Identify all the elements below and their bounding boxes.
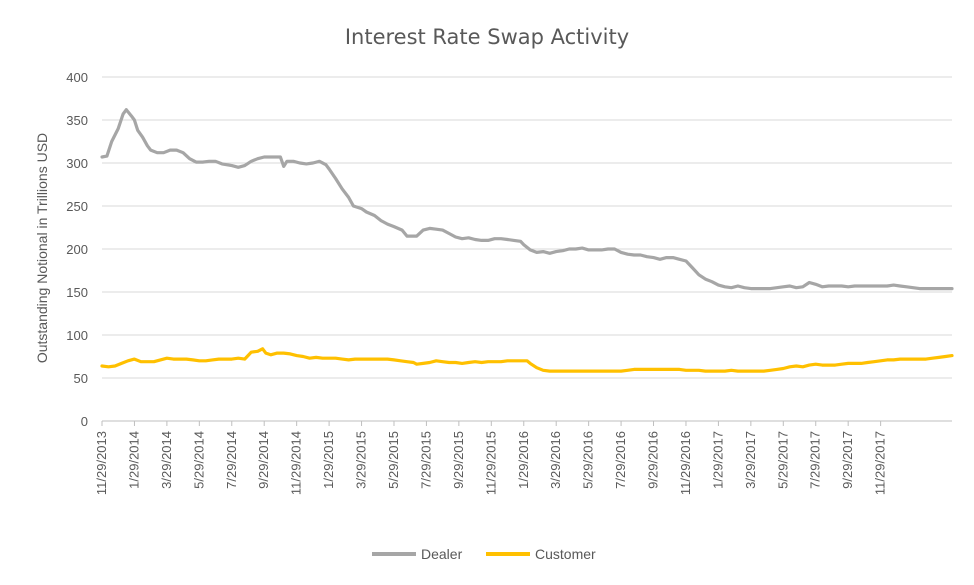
x-tick-label: 11/29/2014 <box>289 431 304 495</box>
x-tick-label: 7/29/2015 <box>418 431 433 489</box>
legend-label-customer: Customer <box>535 546 596 562</box>
x-tick-label: 5/29/2017 <box>775 431 790 489</box>
x-tick-label: 11/29/2017 <box>873 431 888 495</box>
x-tick-label: 3/29/2017 <box>743 431 758 489</box>
x-tick-label: 11/29/2013 <box>94 431 109 495</box>
series-line-customer <box>100 347 954 373</box>
legend: Dealer Customer <box>372 546 596 562</box>
x-tick-label: 1/29/2017 <box>710 431 725 489</box>
x-tick-label: 3/29/2014 <box>159 431 174 489</box>
series-line-dealer <box>100 108 954 291</box>
x-tick-label: 7/29/2016 <box>613 431 628 489</box>
x-tick-label: 5/29/2016 <box>581 431 596 489</box>
series-lines <box>100 108 954 373</box>
y-axis-label: Outstanding Notional in Trillions USD <box>34 133 50 363</box>
x-tick-label: 9/29/2017 <box>840 431 855 489</box>
x-tick-label: 1/29/2016 <box>516 431 531 489</box>
y-tick-label: 100 <box>66 328 88 343</box>
legend-label-dealer: Dealer <box>421 546 463 562</box>
y-tick-label: 300 <box>66 156 88 171</box>
x-axis-ticks: 11/29/2013 1/29/2014 3/29/2014 5/29/2014 7/2… <box>94 421 888 495</box>
x-tick-label: 7/29/2017 <box>808 431 823 489</box>
y-tick-label: 400 <box>66 70 88 85</box>
y-tick-label: 250 <box>66 199 88 214</box>
x-tick-label: 7/29/2014 <box>224 431 239 489</box>
x-tick-label: 3/29/2016 <box>548 431 563 489</box>
y-tick-label: 150 <box>66 285 88 300</box>
x-tick-label: 3/29/2015 <box>354 431 369 489</box>
y-tick-label: 200 <box>66 242 88 257</box>
x-tick-label: 9/29/2015 <box>451 431 466 489</box>
x-tick-label: 9/29/2016 <box>646 431 661 489</box>
y-tick-label: 350 <box>66 113 88 128</box>
x-tick-label: 11/29/2016 <box>678 431 693 495</box>
x-tick-label: 11/29/2015 <box>483 431 498 495</box>
y-tick-label: 0 <box>81 414 88 429</box>
x-tick-label: 1/29/2015 <box>321 431 336 489</box>
x-tick-label: 1/29/2014 <box>126 431 141 489</box>
chart-title: Interest Rate Swap Activity <box>345 25 629 49</box>
x-tick-label: 9/29/2014 <box>256 431 271 489</box>
y-tick-label: 50 <box>74 371 88 386</box>
y-axis-ticks: 0 50 100 150 200 250 300 350 400 <box>66 70 88 429</box>
x-tick-label: 5/29/2015 <box>386 431 401 489</box>
x-tick-label: 5/29/2014 <box>191 431 206 489</box>
